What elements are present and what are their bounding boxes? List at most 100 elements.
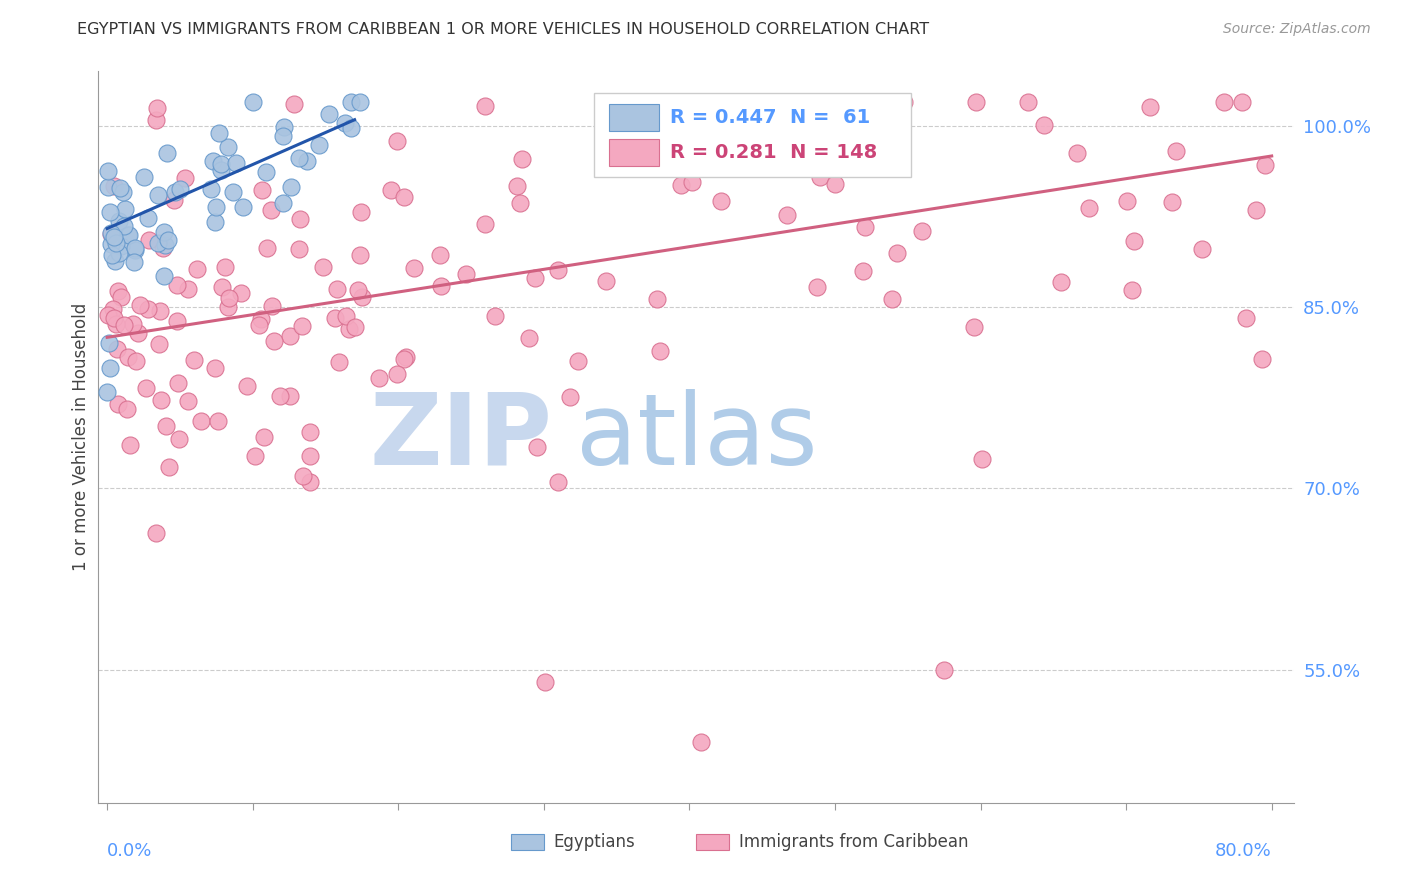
Point (318, 107, 340, 121)
Text: EGYPTIAN VS IMMIGRANTS FROM CARIBBEAN 1 OR MORE VEHICLES IN HOUSEHOLD CORRELATIO: EGYPTIAN VS IMMIGRANTS FROM CARIBBEAN 1 … (77, 22, 929, 37)
Text: 80.0%: 80.0% (1215, 842, 1271, 860)
Point (148, 336, 170, 351)
Point (111, 185, 134, 199)
Point (104, 317, 127, 331)
Point (138, 233, 160, 247)
Point (772, 128, 794, 143)
Point (120, 437, 142, 451)
Point (155, 418, 177, 433)
Point (1122, 234, 1144, 248)
Point (124, 241, 146, 255)
Point (222, 185, 245, 199)
Point (115, 402, 138, 417)
Point (146, 101, 169, 115)
Point (149, 392, 172, 407)
Point (1116, 194, 1139, 209)
Point (201, 154, 224, 169)
Point (108, 214, 131, 228)
Point (97, 336, 120, 351)
Point (567, 354, 589, 368)
Point (308, 138, 330, 153)
Point (153, 238, 176, 252)
Point (200, 182, 222, 196)
Point (1066, 145, 1088, 160)
Point (121, 317, 143, 331)
Point (299, 450, 322, 464)
Point (156, 146, 179, 161)
Point (776, 208, 799, 222)
Text: atlas: atlas (576, 389, 818, 485)
Point (211, 280, 233, 294)
Point (110, 181, 132, 195)
Point (1049, 275, 1071, 289)
Point (288, 242, 311, 256)
Point (280, 180, 302, 194)
Point (1236, 310, 1258, 325)
Point (534, 674, 557, 689)
Point (290, 319, 312, 334)
Point (395, 350, 418, 364)
Point (349, 95, 371, 109)
Point (104, 253, 127, 268)
Point (385, 134, 408, 148)
Point (127, 326, 149, 341)
Point (271, 196, 294, 211)
Point (136, 301, 159, 316)
Point (145, 112, 167, 127)
Point (145, 526, 167, 541)
Point (214, 260, 236, 275)
Point (169, 433, 191, 447)
Point (217, 300, 239, 314)
Point (107, 284, 129, 298)
Point (117, 228, 139, 243)
Point (326, 282, 349, 296)
Point (1191, 243, 1213, 257)
Point (190, 414, 212, 428)
Point (456, 267, 478, 281)
Point (368, 371, 391, 385)
Point (392, 351, 415, 366)
Point (1032, 119, 1054, 133)
Point (298, 475, 321, 490)
Point (402, 261, 425, 276)
Point (176, 394, 198, 409)
Point (808, 169, 831, 184)
Point (337, 322, 360, 336)
Text: R = 0.281  N = 148: R = 0.281 N = 148 (669, 143, 877, 162)
Point (263, 334, 285, 349)
Point (560, 390, 582, 404)
Text: R = 0.447  N =  61: R = 0.447 N = 61 (669, 108, 870, 127)
Point (146, 236, 169, 251)
Point (595, 274, 617, 288)
Point (1017, 95, 1039, 109)
Point (965, 95, 987, 109)
Point (288, 151, 311, 165)
Point (1161, 194, 1184, 209)
Text: Source: ZipAtlas.com: Source: ZipAtlas.com (1223, 22, 1371, 37)
Point (1121, 283, 1143, 297)
Point (209, 157, 232, 171)
Point (506, 178, 529, 193)
Point (1251, 352, 1274, 367)
Point (100, 227, 122, 241)
Point (509, 196, 531, 211)
Point (273, 129, 295, 144)
Point (526, 440, 548, 454)
Point (100, 236, 122, 251)
Point (380, 183, 402, 197)
Point (153, 268, 176, 283)
Point (484, 309, 506, 323)
Point (101, 248, 124, 262)
Point (165, 185, 187, 199)
Point (254, 165, 277, 179)
Point (269, 389, 291, 403)
Point (290, 211, 312, 226)
Point (232, 200, 254, 214)
Point (97, 308, 120, 322)
Point (648, 343, 671, 358)
Point (387, 367, 409, 381)
Point (852, 264, 875, 278)
Point (886, 246, 908, 260)
Point (125, 353, 148, 368)
FancyBboxPatch shape (595, 94, 911, 178)
